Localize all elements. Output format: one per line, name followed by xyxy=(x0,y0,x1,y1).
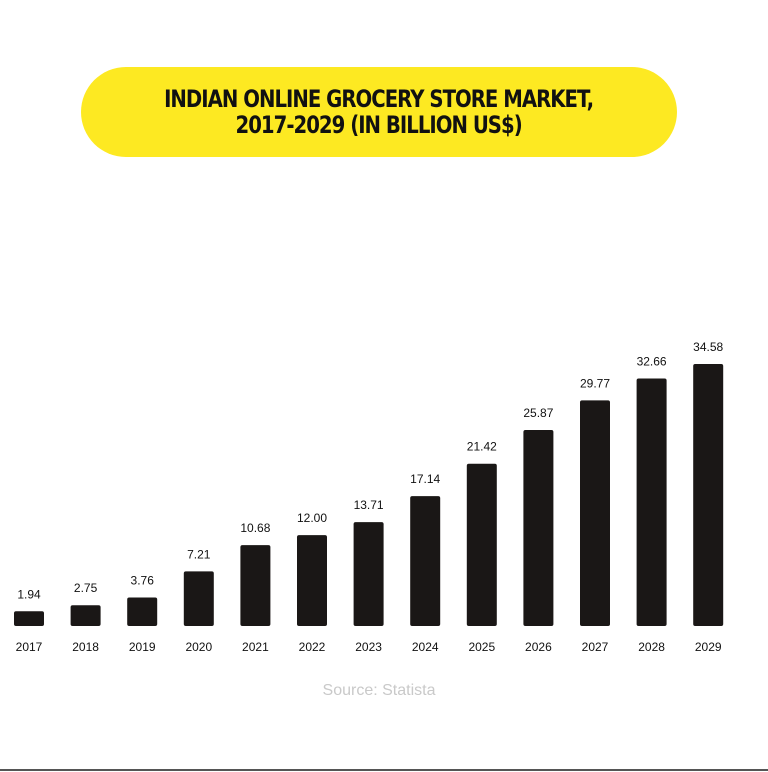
value-label-2028: 32.66 xyxy=(637,355,667,369)
title-banner: INDIAN ONLINE GROCERY STORE MARKET, 2017… xyxy=(81,67,677,157)
bar-2022 xyxy=(297,535,327,626)
bar-2018 xyxy=(70,605,101,626)
x-tick-2022: 2022 xyxy=(299,640,326,654)
x-tick-2023: 2023 xyxy=(355,640,382,654)
x-tick-2024: 2024 xyxy=(412,640,439,654)
value-label-2025: 21.42 xyxy=(467,440,497,454)
x-tick-2028: 2028 xyxy=(638,640,665,654)
value-label-2017: 1.94 xyxy=(17,587,41,601)
bar-2019 xyxy=(127,597,158,626)
bar-2024 xyxy=(410,496,441,626)
x-tick-2018: 2018 xyxy=(72,640,99,654)
chart-title: INDIAN ONLINE GROCERY STORE MARKET, 2017… xyxy=(164,85,594,139)
bar-2021 xyxy=(240,545,271,626)
source-note: Source: Statista xyxy=(322,682,436,699)
value-label-2029: 34.58 xyxy=(693,340,723,354)
value-label-2024: 17.14 xyxy=(410,472,440,486)
bar-2028 xyxy=(636,378,667,626)
x-tick-2025: 2025 xyxy=(468,640,495,654)
bar-2027 xyxy=(580,400,610,626)
bar-2023 xyxy=(353,522,384,626)
value-label-2027: 29.77 xyxy=(580,376,610,390)
bar-2020 xyxy=(183,571,214,626)
x-tick-2017: 2017 xyxy=(16,640,43,654)
bar-2025 xyxy=(466,463,497,626)
x-tick-2027: 2027 xyxy=(582,640,609,654)
x-tick-2029: 2029 xyxy=(695,640,722,654)
value-label-2022: 12.00 xyxy=(297,511,327,525)
bar-2017 xyxy=(14,611,44,626)
bar-2026 xyxy=(523,430,554,626)
value-label-2026: 25.87 xyxy=(523,406,553,420)
bar-chart: 1.94 2017 2.75 2018 3.76 2019 7.21 2020 10.68 202… xyxy=(14,340,724,654)
x-tick-2021: 2021 xyxy=(242,640,269,654)
value-label-2020: 7.21 xyxy=(187,547,211,561)
value-label-2021: 10.68 xyxy=(240,521,270,535)
bar-2029 xyxy=(693,364,724,626)
value-label-2023: 13.71 xyxy=(354,498,384,512)
value-label-2019: 3.76 xyxy=(131,574,155,588)
x-tick-2026: 2026 xyxy=(525,640,552,654)
x-tick-2019: 2019 xyxy=(129,640,156,654)
bottom-divider xyxy=(0,769,768,771)
x-tick-2020: 2020 xyxy=(185,640,212,654)
value-label-2018: 2.75 xyxy=(74,581,98,595)
